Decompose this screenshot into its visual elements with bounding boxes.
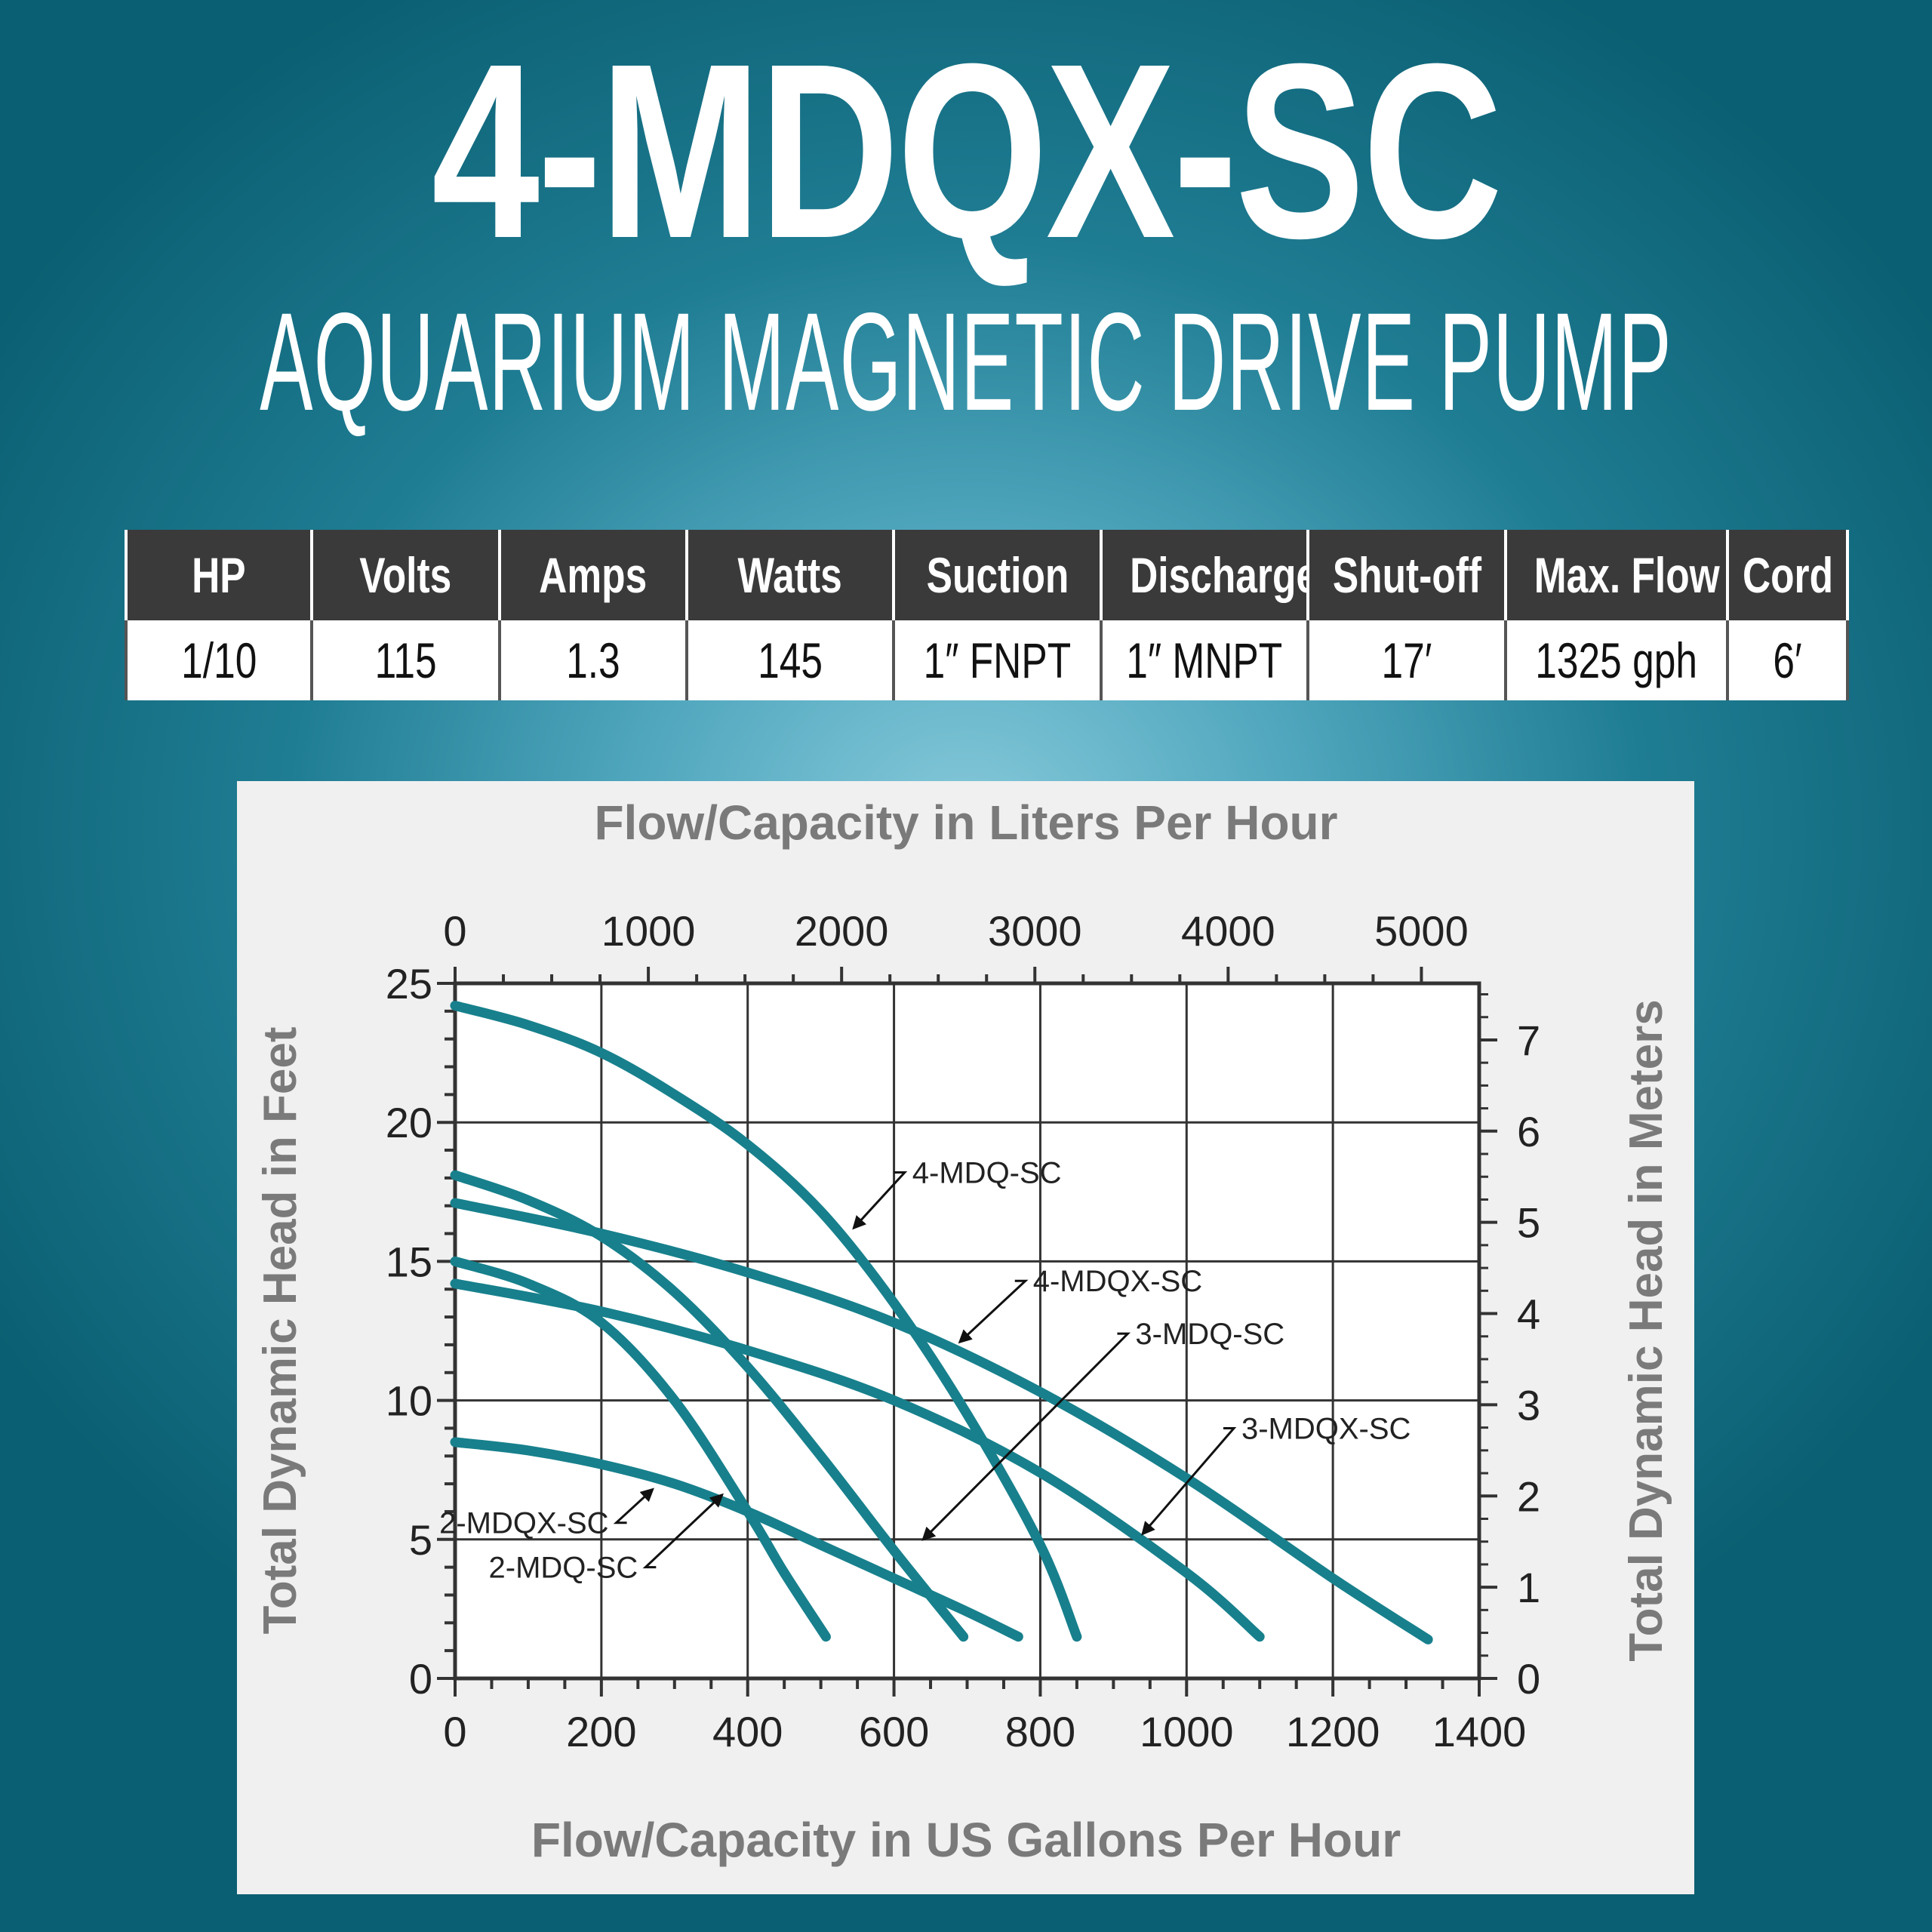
annotation-label: 2-MDQ-SC [489,1552,638,1585]
spec-value: 17′ [1306,620,1507,700]
x2-tick-label: 3000 [988,907,1082,955]
spec-value-text: 6′ [1773,632,1802,688]
y-tick-label: 25 [386,960,432,1008]
spec-value-text: 145 [758,632,823,688]
x-tick-label: 400 [712,1708,783,1755]
curve-4-mdq-sc [450,1000,1082,1642]
annotation-arrow [852,1171,908,1230]
x-tick-label: 1200 [1286,1708,1380,1755]
spec-value: 1″ FNPT [892,620,1103,700]
spec-value: 115 [310,620,501,700]
y-tick-label: 5 [409,1516,432,1564]
annotation-label: 4-MDQX-SC [1033,1265,1202,1298]
column-header: Cord [1726,530,1849,620]
column-header-label: HP [192,547,246,603]
specs-value-row: 1/10 115 1.3 145 1″ FNPT 1″ MNPT 17′ 1325 gph 6′ [125,620,1849,700]
annotation-label: 3-MDQX-SC [1241,1412,1411,1445]
y2-axis-label: Total Dynamic Head in Meters [1620,999,1672,1661]
x2-tick-label: 4000 [1181,907,1275,955]
column-header: Amps [498,530,688,620]
column-header-label: Max. Flow [1534,547,1720,603]
column-header: Suction [892,530,1103,620]
column-header-label: Suction [926,547,1069,603]
y-axis-label: Total Dynamic Head in Feet [254,1026,306,1634]
column-header-label: Cord [1742,547,1834,603]
annotation-label: 2-MDQX-SC [439,1507,608,1540]
column-header: Max. Flow [1504,530,1729,620]
x2-tick-label: 2000 [795,907,889,955]
x-tick-label: 1400 [1432,1708,1527,1755]
annotation-arrow [642,1493,724,1569]
spec-value-text: 1″ MNPT [1126,632,1283,688]
x-tick-label: 600 [859,1708,929,1755]
column-header-label: Discharge [1130,547,1308,603]
x-tick-label: 1000 [1140,1708,1234,1755]
x2-tick-label: 1000 [601,907,696,955]
y2-tick-label: 0 [1517,1655,1540,1703]
annotation-arrow [958,1279,1029,1344]
column-header: Discharge [1100,530,1309,620]
curve-2-mdqx-sc [450,1437,1023,1642]
column-header-label: Shut-off [1332,547,1481,603]
column-header: Shut-off [1306,530,1507,620]
column-header: Volts [310,530,501,620]
specs-header-row: HP Volts Amps Watts Suction Discharge Shut-off… [125,530,1849,620]
y-tick-label: 20 [386,1099,432,1146]
annotation-arrow [613,1487,654,1524]
column-header: HP [125,530,313,620]
spec-value: 1325 gph [1504,620,1729,700]
specs-table: HP Volts Amps Watts Suction Discharge Shut-off… [125,530,1849,700]
column-header-label: Volts [359,547,452,603]
column-header-label: Amps [539,547,648,603]
y-tick-label: 0 [409,1655,432,1703]
x-axis-label: Flow/Capacity in US Gallons Per Hour [531,1813,1401,1867]
page-title: 4-MDQX-SC [431,11,1503,290]
y2-tick-label: 2 [1517,1472,1540,1520]
spec-value: 1.3 [498,620,688,700]
x2-tick-label: 0 [443,907,466,955]
annotation-arrow [921,1332,1131,1541]
y2-tick-label: 3 [1517,1381,1540,1429]
spec-value: 1″ MNPT [1100,620,1309,700]
column-header-label: Watts [737,547,843,603]
spec-value-text: 1.3 [566,632,620,688]
y-tick-label: 15 [386,1238,432,1285]
spec-value-text: 17′ [1381,632,1432,688]
spec-value: 145 [685,620,895,700]
y2-tick-label: 5 [1517,1199,1540,1247]
spec-value-text: 1325 gph [1535,632,1698,688]
y-tick-label: 10 [386,1377,432,1425]
y2-tick-label: 7 [1517,1017,1540,1064]
y2-tick-label: 1 [1517,1564,1540,1611]
y2-tick-label: 4 [1517,1291,1540,1338]
spec-value-text: 1″ FNPT [923,632,1072,688]
y2-tick-label: 6 [1517,1108,1540,1155]
x2-axis-label: Flow/Capacity in Liters Per Hour [594,795,1337,850]
curve-2-mdq-sc [450,1256,831,1642]
x2-tick-label: 5000 [1374,907,1469,955]
column-header: Watts [685,530,895,620]
spec-value-text: 115 [374,632,437,688]
annotation-label: 4-MDQ-SC [912,1157,1062,1190]
x-tick-label: 0 [443,1708,466,1755]
page-subtitle: AQUARIUM MAGNETIC DRIVE PUMP [260,285,1672,440]
annotation-label: 3-MDQ-SC [1135,1318,1284,1351]
spec-value: 6′ [1726,620,1849,700]
spec-value: 1/10 [125,620,313,700]
x-tick-label: 200 [566,1708,636,1755]
curve-4-mdqx-sc [450,1198,1433,1644]
x-tick-label: 800 [1005,1708,1075,1755]
spec-value-text: 1/10 [180,632,257,688]
annotation-arrow [1141,1426,1237,1536]
curve-3-mdqx-sc [450,1278,1265,1642]
plot-border [453,981,1481,1681]
